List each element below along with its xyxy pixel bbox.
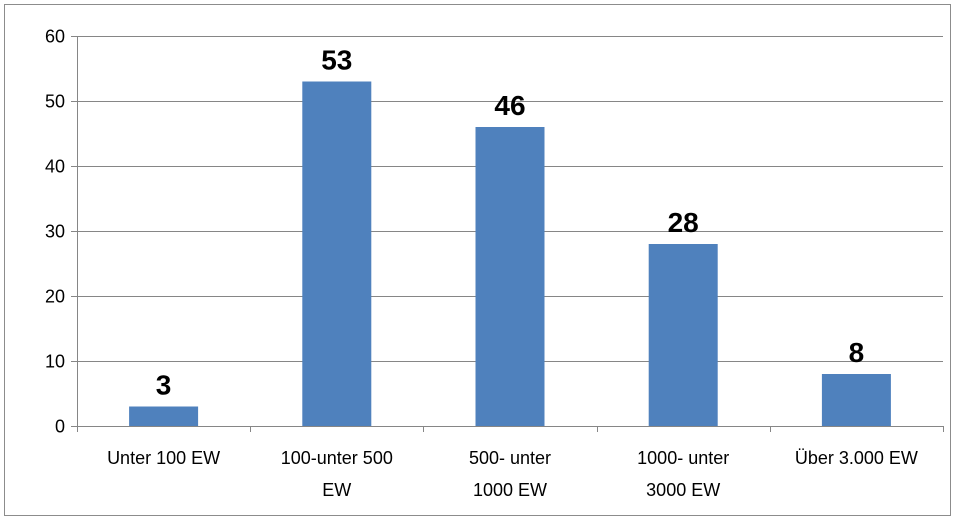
bar xyxy=(129,406,199,426)
y-tick-label: 60 xyxy=(45,27,65,47)
data-label: 3 xyxy=(156,370,172,401)
x-category-label: 100-unter 500 EW xyxy=(281,448,393,500)
data-label: 28 xyxy=(668,207,699,238)
y-tick-label: 30 xyxy=(45,222,65,242)
x-category-label-line: 500- unter xyxy=(469,448,551,468)
x-category-label: Unter 100 EW xyxy=(107,448,220,468)
y-tick-label: 50 xyxy=(45,92,65,112)
x-category-label-line: Über 3.000 EW xyxy=(795,448,918,468)
y-tick-label: 40 xyxy=(45,157,65,177)
bar xyxy=(821,374,891,426)
y-tick-label: 20 xyxy=(45,287,65,307)
bar xyxy=(302,81,372,426)
x-category-label: 500- unter 1000 EW xyxy=(469,448,551,500)
x-category-label: Über 3.000 EW xyxy=(795,448,918,468)
data-label: 53 xyxy=(321,45,352,76)
x-category-label-line: EW xyxy=(322,480,351,500)
x-category-label-line: 3000 EW xyxy=(646,480,720,500)
data-label: 8 xyxy=(849,337,865,368)
bar xyxy=(648,244,718,426)
y-tick-label: 10 xyxy=(45,352,65,372)
data-label: 46 xyxy=(494,90,525,121)
x-category-label-line: Unter 100 EW xyxy=(107,448,220,468)
x-category-label-line: 1000- unter xyxy=(637,448,729,468)
x-category-label-line: 1000 EW xyxy=(473,480,547,500)
x-category-label: 1000- unter 3000 EW xyxy=(637,448,729,500)
bar xyxy=(475,127,545,426)
x-category-label-line: 100-unter 500 xyxy=(281,448,393,468)
y-tick-label: 0 xyxy=(55,417,65,437)
